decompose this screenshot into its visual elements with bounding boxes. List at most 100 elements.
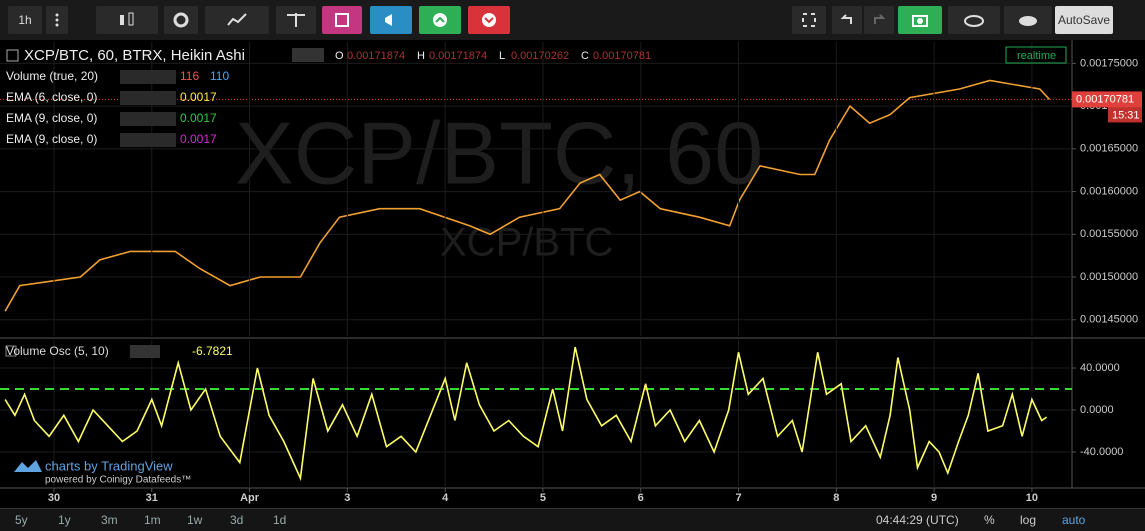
load-button[interactable] (948, 6, 1000, 34)
chart-style-button[interactable] (96, 6, 158, 34)
legend-box (5, 345, 17, 357)
legend-name: EMA (9, close, 0) (6, 132, 97, 146)
indicators-button[interactable] (205, 6, 269, 34)
range-button[interactable]: 3m (101, 513, 118, 527)
buy-button[interactable] (419, 6, 461, 34)
header-icons (292, 48, 324, 62)
alert-button[interactable] (370, 6, 412, 34)
countdown-label: 15:31 (1112, 109, 1140, 121)
legend-value: 110 (210, 69, 229, 83)
legend-value: 0.0017 (180, 132, 217, 146)
icon (335, 13, 349, 27)
settings-button[interactable] (164, 6, 198, 34)
legend-name: EMA (6, close, 0) (6, 90, 97, 104)
bottom-bar: 5y 1y 3m 1m 1w 3d 1d 04:44:29 (UTC)% log auto (0, 508, 1145, 531)
scale-option[interactable]: auto (1062, 513, 1086, 527)
x-tick-label: 7 (735, 492, 741, 504)
x-tick-label: 30 (48, 492, 60, 504)
x-tick-label: 9 (931, 492, 937, 504)
y-tick-label: 0.00145000 (1080, 314, 1138, 326)
ohlc-value: 0.00171874 (347, 50, 405, 62)
range-button[interactable]: 1w (187, 513, 203, 527)
autosave-button[interactable]: AutoSave (1055, 6, 1113, 34)
range-button[interactable]: 5y (15, 513, 28, 527)
ohlc-value: 0.00170781 (593, 50, 651, 62)
symbol-title: XCP/BTC, 60, BTRX, Heikin Ashi (24, 47, 245, 64)
x-tick-label: 10 (1026, 492, 1038, 504)
scale-option[interactable]: % (984, 513, 995, 527)
legend-name: Volume (true, 20) (6, 69, 98, 83)
branding-sub: powered by Coinigy Datafeeds™ (45, 475, 191, 486)
legend-name: EMA (9, close, 0) (6, 111, 97, 125)
icon (173, 12, 189, 28)
legend-icons (120, 70, 176, 84)
range-button[interactable]: 1y (58, 513, 71, 527)
clock: 04:44:29 (UTC) (876, 513, 959, 527)
collapse-box[interactable] (6, 49, 19, 62)
legend-icons (120, 91, 176, 105)
price-tag-label: 0.00170781 (1076, 93, 1134, 105)
icon (433, 13, 447, 27)
countdown-tag (1108, 107, 1142, 123)
x-tick-label: Apr (240, 492, 260, 504)
icon (802, 13, 816, 27)
save-button[interactable] (1004, 6, 1052, 34)
redo-button[interactable] (864, 6, 894, 34)
x-tick-label: 6 (638, 492, 644, 504)
range-button[interactable]: 3d (230, 513, 244, 527)
price-tag (1072, 91, 1142, 108)
icon (55, 13, 59, 27)
y-tick-label: -40.0000 (1080, 446, 1123, 458)
sell-button[interactable] (468, 6, 510, 34)
x-tick-label: 3 (344, 492, 350, 504)
legend-icons (130, 345, 160, 358)
icon (482, 13, 496, 27)
x-tick-label: 31 (146, 492, 158, 504)
y-tick-label: 0.0000 (1080, 404, 1114, 416)
range-button[interactable]: 1d (273, 513, 287, 527)
ohlc-key: C (581, 50, 589, 62)
undo-button[interactable] (832, 6, 862, 34)
ohlc-key: H (417, 50, 425, 62)
ohlc-key: L (499, 50, 505, 62)
watermark: XCP/BTC, 60 (235, 103, 763, 202)
series-line (4, 346, 1048, 482)
branding: charts by TradingView (45, 458, 173, 473)
icon (964, 15, 984, 27)
osc-title: Volume Osc (5, 10) (6, 344, 109, 358)
x-tick-label: 5 (540, 492, 546, 504)
x-tick-label: 4 (442, 492, 449, 504)
icon (1019, 16, 1037, 26)
range-button[interactable]: 1m (144, 513, 161, 527)
legend-icons (120, 133, 176, 147)
compare-button[interactable] (276, 6, 316, 34)
icon (874, 14, 886, 24)
snapshot-button[interactable] (898, 6, 942, 34)
icon (120, 12, 134, 26)
price-pane (0, 40, 1145, 508)
legend-value: 0.0017 (180, 111, 217, 125)
legend-value: 0.0017 (180, 90, 217, 104)
realtime-box (1005, 46, 1067, 64)
icon (385, 14, 392, 26)
chart-area: XCP/BTC, 60 XCP/BTC 0.00145000 0.00150000 0.… (0, 40, 1145, 508)
templates-button[interactable] (322, 6, 362, 34)
interval-button[interactable]: 1h (8, 6, 42, 34)
ohlc-value: 0.00170262 (511, 50, 569, 62)
menu-button[interactable] (46, 6, 68, 34)
icon (912, 15, 928, 27)
y-tick-label: 0.00160000 (1080, 185, 1138, 197)
ohlc-key: O (335, 50, 344, 62)
x-tick-label: 8 (833, 492, 839, 504)
legend-value: 116 (180, 69, 199, 83)
y-tick-label: 0.00150000 (1080, 271, 1138, 283)
icon (287, 13, 305, 27)
icon (227, 13, 247, 26)
branding-logo (14, 460, 42, 472)
icon (840, 14, 852, 24)
scale-option[interactable]: log (1020, 513, 1037, 527)
fullscreen-button[interactable] (792, 6, 826, 34)
y-tick-label: 0.00155000 (1080, 228, 1138, 240)
watermark-sub: XCP/BTC (440, 221, 613, 265)
